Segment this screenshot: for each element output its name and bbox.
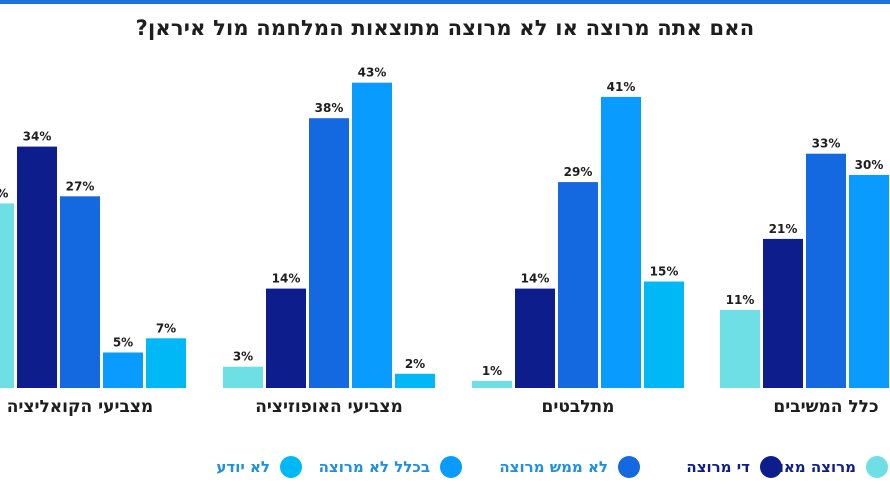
legend-swatch (280, 456, 302, 478)
bar (146, 338, 186, 388)
legend-swatch (618, 456, 640, 478)
bar (763, 238, 803, 388)
data-label: 2% (405, 357, 425, 371)
data-label: 34% (23, 130, 52, 144)
data-label: 11% (726, 293, 755, 307)
data-label: 41% (607, 80, 636, 94)
bar (558, 182, 598, 388)
legend-label: לא ממש מרוצה (499, 458, 608, 476)
bar (472, 380, 512, 388)
legend-label: בכלל לא מרוצה (318, 458, 430, 476)
bar-group: 26% 34% 27% 5% 7% (0, 130, 186, 388)
bar (395, 373, 435, 388)
bar (17, 146, 57, 388)
legend-item: לא יודע (216, 454, 302, 480)
legend-item: מרוצה מאוד (770, 454, 888, 480)
top-accent-bar (0, 0, 890, 4)
data-label: 21% (769, 222, 798, 236)
data-label: 33% (812, 137, 841, 151)
bar-group: 1% 14% 29% 41% 15% (472, 80, 684, 389)
bar (266, 288, 306, 388)
bar (515, 288, 555, 388)
data-label: 26% (0, 186, 8, 200)
category-label: כלל המשיבים (773, 397, 878, 417)
data-label: 15% (650, 265, 679, 279)
legend-label: מרוצה מאוד (769, 458, 856, 476)
legend-swatch (760, 456, 782, 478)
bar (223, 366, 263, 388)
data-label: 14% (272, 272, 301, 286)
data-label: 14% (521, 272, 550, 286)
category-label: מצביעי הקואליציה (7, 397, 154, 417)
bar (644, 281, 684, 388)
data-label: 29% (564, 165, 593, 179)
data-label: 3% (233, 350, 253, 364)
bar (601, 96, 641, 389)
data-label: 38% (315, 101, 344, 115)
legend-swatch (866, 456, 888, 478)
bar (849, 175, 889, 388)
data-label: 43% (358, 66, 387, 80)
bar (103, 352, 143, 388)
bar (720, 309, 760, 388)
bar (309, 118, 349, 388)
data-label: 27% (66, 179, 95, 193)
legend-swatch (440, 456, 462, 478)
category-label: מצביעי האופוזיציה (255, 397, 403, 417)
data-label: 7% (156, 321, 176, 335)
bar-group: 11% 21% 33% 30% (720, 137, 889, 388)
legend-item: לא ממש מרוצה (499, 454, 640, 480)
chart-legend: מרוצה מאוד די מרוצה לא ממש מרוצה בכלל לא מר… (0, 446, 890, 486)
data-label: 30% (855, 158, 884, 172)
legend-item: בכלל לא מרוצה (319, 454, 462, 480)
data-label: 1% (482, 364, 502, 378)
legend-label: די מרוצה (686, 458, 750, 476)
legend-label: לא יודע (216, 458, 270, 476)
chart-title: האם אתה מרוצה או לא מרוצה מתוצאות המלחמה… (135, 16, 755, 40)
bar (806, 153, 846, 388)
bar (352, 82, 392, 388)
legend-item: די מרוצה (686, 454, 782, 480)
bar-group: 3% 14% 38% 43% 2% (223, 66, 435, 388)
bar (60, 196, 100, 388)
category-label: מתלבטים (542, 397, 615, 417)
data-label: 5% (113, 336, 133, 350)
bar (0, 203, 14, 388)
